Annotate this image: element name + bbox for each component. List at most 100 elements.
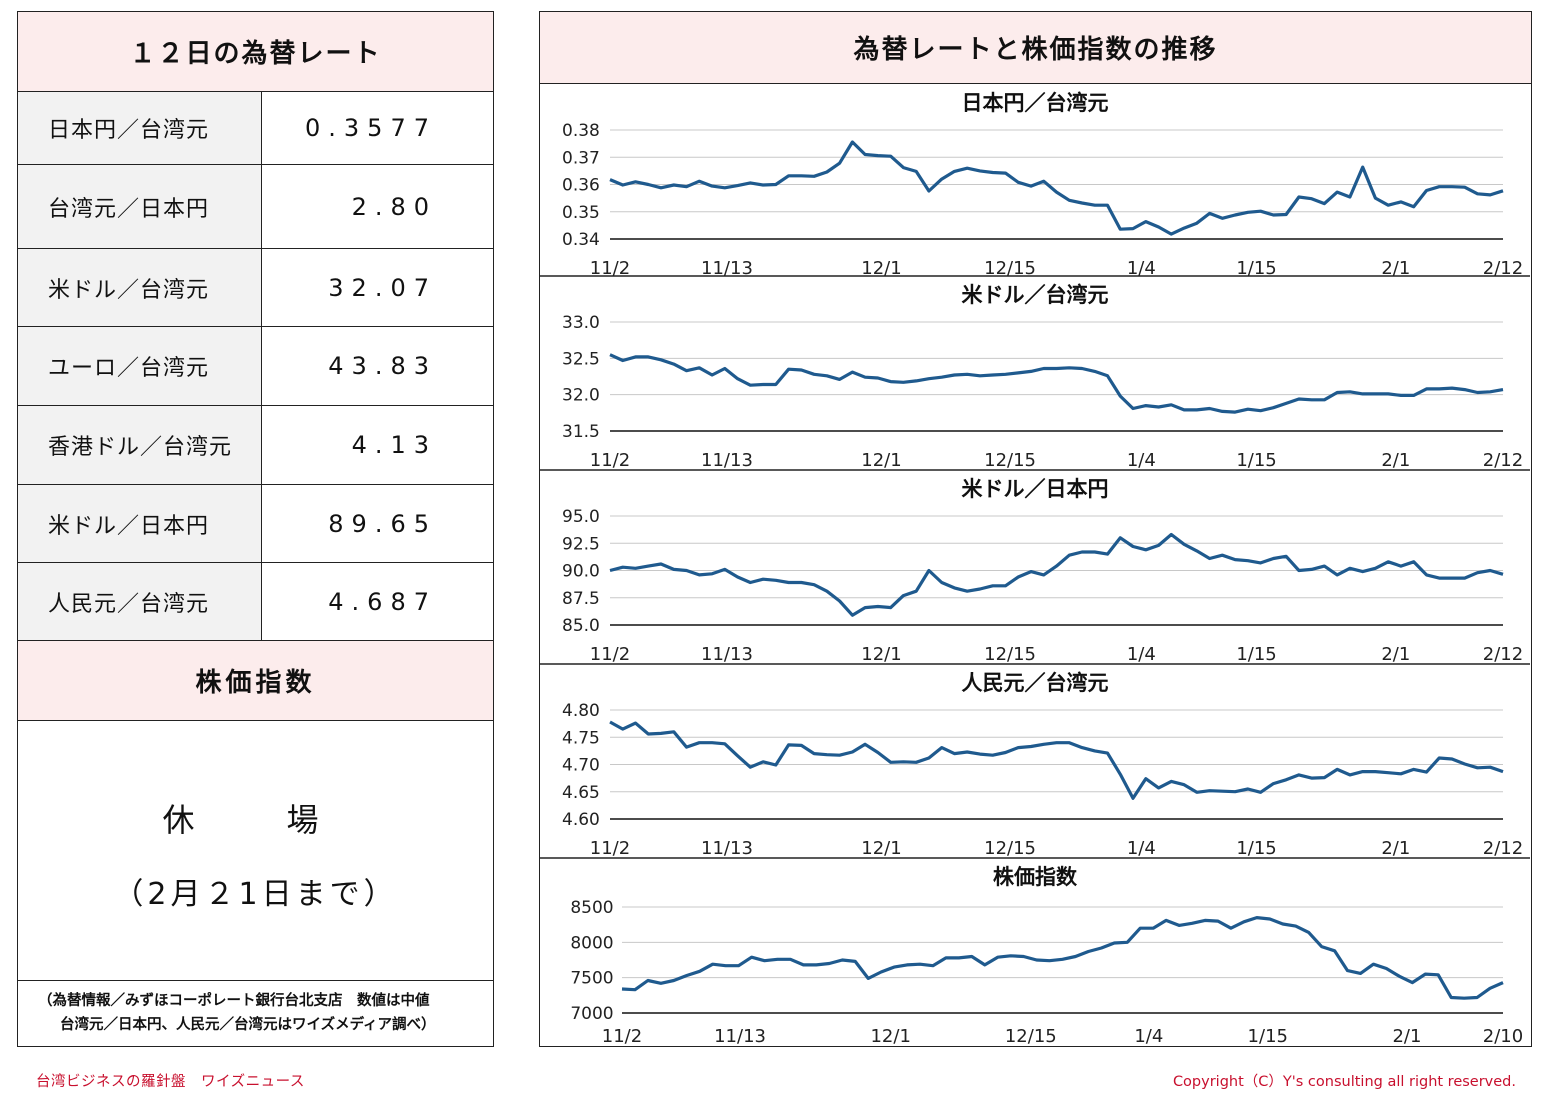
rate-value: 89.65 — [328, 509, 437, 538]
x-tick-label: 12/1 — [861, 644, 901, 665]
y-tick-label: 8000 — [570, 933, 613, 953]
x-tick-label: 11/2 — [590, 450, 630, 471]
x-tick-label: 11/13 — [714, 1026, 766, 1046]
source-note-line1: （為替情報／みずほコーポレート銀行台北支店 数値は中値 — [38, 993, 430, 1009]
y-tick-label: 90.0 — [562, 562, 600, 582]
chart-title: 米ドル／台湾元 — [962, 283, 1109, 307]
x-tick-label: 12/15 — [984, 838, 1036, 859]
series-line — [609, 532, 1504, 617]
y-tick-label: 32.5 — [562, 349, 600, 369]
x-tick-label: 2/1 — [1381, 450, 1410, 471]
x-tick-label: 2/12 — [1483, 258, 1523, 279]
rates-title: １２日の為替レート — [18, 12, 493, 92]
y-tick-label: 4.60 — [562, 810, 600, 830]
x-tick-label: 1/15 — [1236, 838, 1276, 859]
y-tick-label: 0.37 — [562, 148, 600, 168]
y-tick-label: 31.5 — [562, 422, 600, 442]
series-line — [609, 353, 1504, 414]
x-tick-label: 1/4 — [1127, 258, 1156, 279]
series-line — [621, 915, 1504, 1000]
x-tick-label: 12/1 — [870, 1026, 910, 1046]
x-tick-label: 1/4 — [1127, 838, 1156, 859]
rate-label: 米ドル／日本円 — [18, 485, 262, 562]
x-tick-label: 12/15 — [1005, 1026, 1057, 1046]
x-tick-label: 2/1 — [1392, 1026, 1421, 1046]
source-note: （為替情報／みずほコーポレート銀行台北支店 数値は中値 台湾元／日本円、人民元／… — [18, 981, 493, 1037]
chart-title: 米ドル／日本円 — [962, 477, 1109, 501]
rate-row: 日本円／台湾元 0.3577 — [18, 92, 493, 165]
x-tick-label: 1/4 — [1127, 644, 1156, 665]
x-tick-label: 1/4 — [1127, 450, 1156, 471]
y-tick-label: 92.5 — [562, 534, 600, 554]
x-tick-label: 2/1 — [1381, 644, 1410, 665]
x-tick-label: 12/15 — [984, 450, 1036, 471]
x-tick-label: 2/1 — [1381, 838, 1410, 859]
rate-row: 米ドル／台湾元 32.07 — [18, 249, 493, 327]
rate-row: 人民元／台湾元 4.687 — [18, 563, 493, 641]
x-tick-label: 11/13 — [701, 838, 753, 859]
chart-panel: 米ドル／台湾元 33.0 32.5 32.0 31.5 11/2 11/13 12/1 12/1… — [540, 275, 1530, 471]
x-tick-label: 11/13 — [701, 258, 753, 279]
chart-title: 人民元／台湾元 — [962, 671, 1109, 695]
y-tick-label: 95.0 — [562, 507, 600, 527]
chart-title: 日本円／台湾元 — [962, 91, 1109, 115]
rate-label: ユーロ／台湾元 — [18, 327, 262, 405]
x-tick-label: 12/15 — [984, 258, 1036, 279]
series-line — [609, 720, 1504, 800]
chart-panel: 日本円／台湾元 0.38 0.37 0.36 0.35 0.34 11/2 11/13 12/1… — [562, 91, 1523, 279]
x-tick-label: 1/15 — [1236, 450, 1276, 471]
x-tick-label: 2/12 — [1483, 644, 1523, 665]
y-tick-label: 7500 — [570, 969, 613, 989]
y-tick-label: 8500 — [570, 898, 613, 918]
rate-row: 香港ドル／台湾元 4.13 — [18, 406, 493, 485]
closed-until-text: （2月２1日まで） — [113, 877, 398, 912]
trend-charts-title: 為替レートと株価指数の推移 — [540, 12, 1531, 84]
x-tick-label: 12/1 — [861, 838, 901, 859]
x-tick-label: 2/12 — [1483, 838, 1523, 859]
x-tick-label: 1/4 — [1134, 1026, 1163, 1046]
y-tick-label: 4.75 — [562, 728, 600, 748]
rate-value: 4.687 — [328, 587, 437, 616]
x-tick-label: 11/2 — [590, 644, 630, 665]
x-tick-label: 2/10 — [1483, 1026, 1523, 1046]
rate-label: 米ドル／台湾元 — [18, 249, 262, 326]
chart-panel: 人民元／台湾元 4.80 4.75 4.70 4.65 4.60 11/2 11/13 12/1… — [540, 663, 1530, 859]
market-closed-box: 休 場 （2月２1日まで） — [18, 721, 493, 981]
chart-panel: 米ドル／日本円 95.0 92.5 90.0 87.5 85.0 11/2 11/13 12/1… — [540, 469, 1530, 665]
y-tick-label: 0.36 — [562, 176, 600, 196]
x-tick-label: 12/1 — [861, 450, 901, 471]
y-tick-label: 4.80 — [562, 701, 600, 721]
rate-label: 日本円／台湾元 — [18, 92, 262, 164]
y-tick-label: 4.65 — [562, 783, 600, 803]
stock-index-title: 株価指数 — [18, 641, 493, 721]
rate-row: 米ドル／日本円 89.65 — [18, 485, 493, 563]
footer-brand: 台湾ビジネスの羅針盤 ワイズニュース — [36, 1074, 305, 1090]
rate-label: 香港ドル／台湾元 — [18, 406, 262, 484]
trend-charts-panel: 為替レートと株価指数の推移 日本円／台湾元 0.38 0.37 0.36 0.35 0.3… — [539, 11, 1532, 1047]
rate-row: ユーロ／台湾元 43.83 — [18, 327, 493, 406]
y-tick-label: 4.70 — [562, 756, 600, 776]
y-tick-label: 0.38 — [562, 121, 600, 141]
x-tick-label: 12/15 — [984, 644, 1036, 665]
rate-value: 0.3577 — [305, 114, 437, 142]
x-tick-label: 12/1 — [861, 258, 901, 279]
source-note-line2: 台湾元／日本円、人民元／台湾元はワイズメディア調べ） — [60, 1017, 436, 1033]
y-tick-label: 87.5 — [562, 589, 600, 609]
x-tick-label: 2/12 — [1483, 450, 1523, 471]
y-tick-label: 0.34 — [562, 230, 600, 250]
y-tick-label: 85.0 — [562, 616, 600, 636]
rate-value: 43.83 — [328, 352, 437, 380]
x-tick-label: 1/15 — [1248, 1026, 1288, 1046]
y-tick-label: 7000 — [570, 1004, 613, 1024]
y-tick-label: 33.0 — [562, 313, 600, 333]
chart-title: 株価指数 — [993, 865, 1078, 889]
x-tick-label: 11/2 — [590, 258, 630, 279]
footer-copyright: Copyright（C）Y's consulting all right res… — [1172, 1074, 1516, 1090]
x-tick-label: 11/13 — [701, 450, 753, 471]
x-tick-label: 11/13 — [701, 644, 753, 665]
rate-label: 人民元／台湾元 — [18, 563, 262, 640]
x-tick-label: 11/2 — [602, 1026, 642, 1046]
exchange-rate-panel: １２日の為替レート 日本円／台湾元 0.3577 台湾元／日本円 2.80 米ドル／台湾… — [17, 11, 494, 1047]
y-tick-label: 0.35 — [562, 203, 600, 223]
